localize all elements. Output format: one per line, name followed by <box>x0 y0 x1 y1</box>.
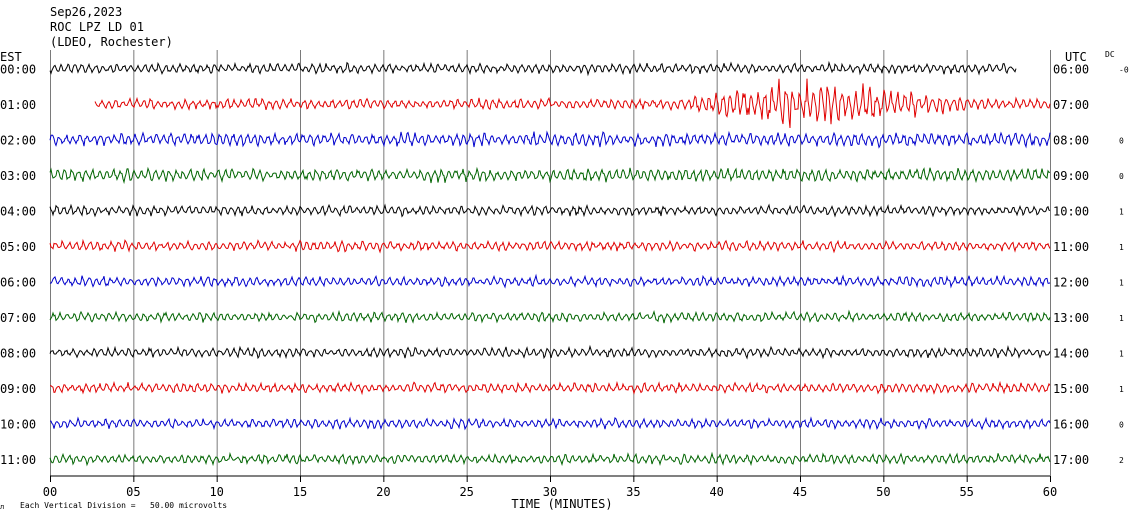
dc-value: 1 <box>1119 279 1124 288</box>
header-network: (LDEO, Rochester) <box>50 35 173 49</box>
est-time-label: 11:00 <box>0 453 36 467</box>
est-time-label: 09:00 <box>0 382 36 396</box>
x-tick-label: 25 <box>459 485 473 499</box>
est-time-label: 03:00 <box>0 169 36 183</box>
x-tick-label: 35 <box>626 485 640 499</box>
x-tick-label: 50 <box>876 485 890 499</box>
utc-time-label: 08:00 <box>1053 134 1089 148</box>
est-time-label: 10:00 <box>0 418 36 432</box>
utc-time-label: 11:00 <box>1053 240 1089 254</box>
utc-time-label: 13:00 <box>1053 311 1089 325</box>
x-axis-ticks: 00 05 10 15 20 25 30 35 40 45 50 55 60 <box>43 476 1057 499</box>
footer-mark-icon: л <box>0 503 4 511</box>
utc-time-label: 15:00 <box>1053 382 1089 396</box>
est-time-label: 02:00 <box>0 134 36 148</box>
est-time-label: 05:00 <box>0 240 36 254</box>
dc-value: 0 <box>1119 421 1124 430</box>
trace-row-09:00 <box>49 380 1051 396</box>
utc-time-label: 16:00 <box>1053 418 1089 432</box>
dc-label: DC <box>1105 50 1115 59</box>
trace-row-00:00 <box>49 60 1017 77</box>
trace-row-07:00 <box>49 309 1051 324</box>
trace-row-01:00 <box>94 78 1051 129</box>
dc-value: 1 <box>1119 350 1124 359</box>
trace-row-08:00 <box>49 344 1051 360</box>
dc-value: 2 <box>1119 456 1124 465</box>
dc-value: 0 <box>1119 172 1124 181</box>
x-axis-title: TIME (MINUTES) <box>511 497 612 511</box>
trace-row-03:00 <box>49 166 1051 185</box>
dc-value: 1 <box>1119 314 1124 323</box>
x-tick-label: 00 <box>43 485 57 499</box>
est-time-label: 08:00 <box>0 347 36 361</box>
x-tick-label: 30 <box>543 485 557 499</box>
trace-row-06:00 <box>49 273 1051 289</box>
x-tick-label: 55 <box>959 485 973 499</box>
trace-rows <box>49 60 1051 467</box>
trace-row-02:00 <box>49 130 1051 149</box>
header-station: ROC LPZ LD 01 <box>50 20 144 34</box>
utc-time-label: 14:00 <box>1053 347 1089 361</box>
x-tick-label: 40 <box>709 485 723 499</box>
trace-row-04:00 <box>49 203 1051 218</box>
utc-time-label: 06:00 <box>1053 63 1089 77</box>
x-tick-label: 60 <box>1043 485 1057 499</box>
header-date: Sep26,2023 <box>50 5 122 19</box>
est-time-label: 07:00 <box>0 311 36 325</box>
utc-time-label: 09:00 <box>1053 169 1089 183</box>
vertical-gridlines <box>50 50 1051 476</box>
est-time-label: 00:00 <box>0 63 36 77</box>
utc-time-label: 10:00 <box>1053 205 1089 219</box>
vertical-division-note: Each Vertical Division = 50.00 microvolt… <box>20 501 227 510</box>
x-tick-label: 15 <box>293 485 307 499</box>
utc-time-label: 07:00 <box>1053 98 1089 112</box>
right-axis-label: UTC <box>1065 50 1087 64</box>
utc-time-label: 12:00 <box>1053 276 1089 290</box>
est-time-label: 06:00 <box>0 276 36 290</box>
x-tick-label: 45 <box>793 485 807 499</box>
trace-row-10:00 <box>50 416 1051 431</box>
dc-value: 1 <box>1119 385 1124 394</box>
x-tick-label: 05 <box>126 485 140 499</box>
est-time-label: 04:00 <box>0 205 36 219</box>
row-labels: 00:00 06:00 -0 01:00 07:00 02:00 08:00 0 03:00 09… <box>0 63 1129 468</box>
dc-value: -0 <box>1119 66 1129 75</box>
utc-time-label: 17:00 <box>1053 453 1089 467</box>
left-axis-label: EST <box>0 50 22 64</box>
dc-value: 1 <box>1119 208 1124 217</box>
x-tick-label: 10 <box>209 485 223 499</box>
trace-row-05:00 <box>49 238 1051 254</box>
dc-value: 0 <box>1119 137 1124 146</box>
trace-row-11:00 <box>49 451 1051 467</box>
dc-value: 1 <box>1119 243 1124 252</box>
est-time-label: 01:00 <box>0 98 36 112</box>
x-tick-label: 20 <box>376 485 390 499</box>
